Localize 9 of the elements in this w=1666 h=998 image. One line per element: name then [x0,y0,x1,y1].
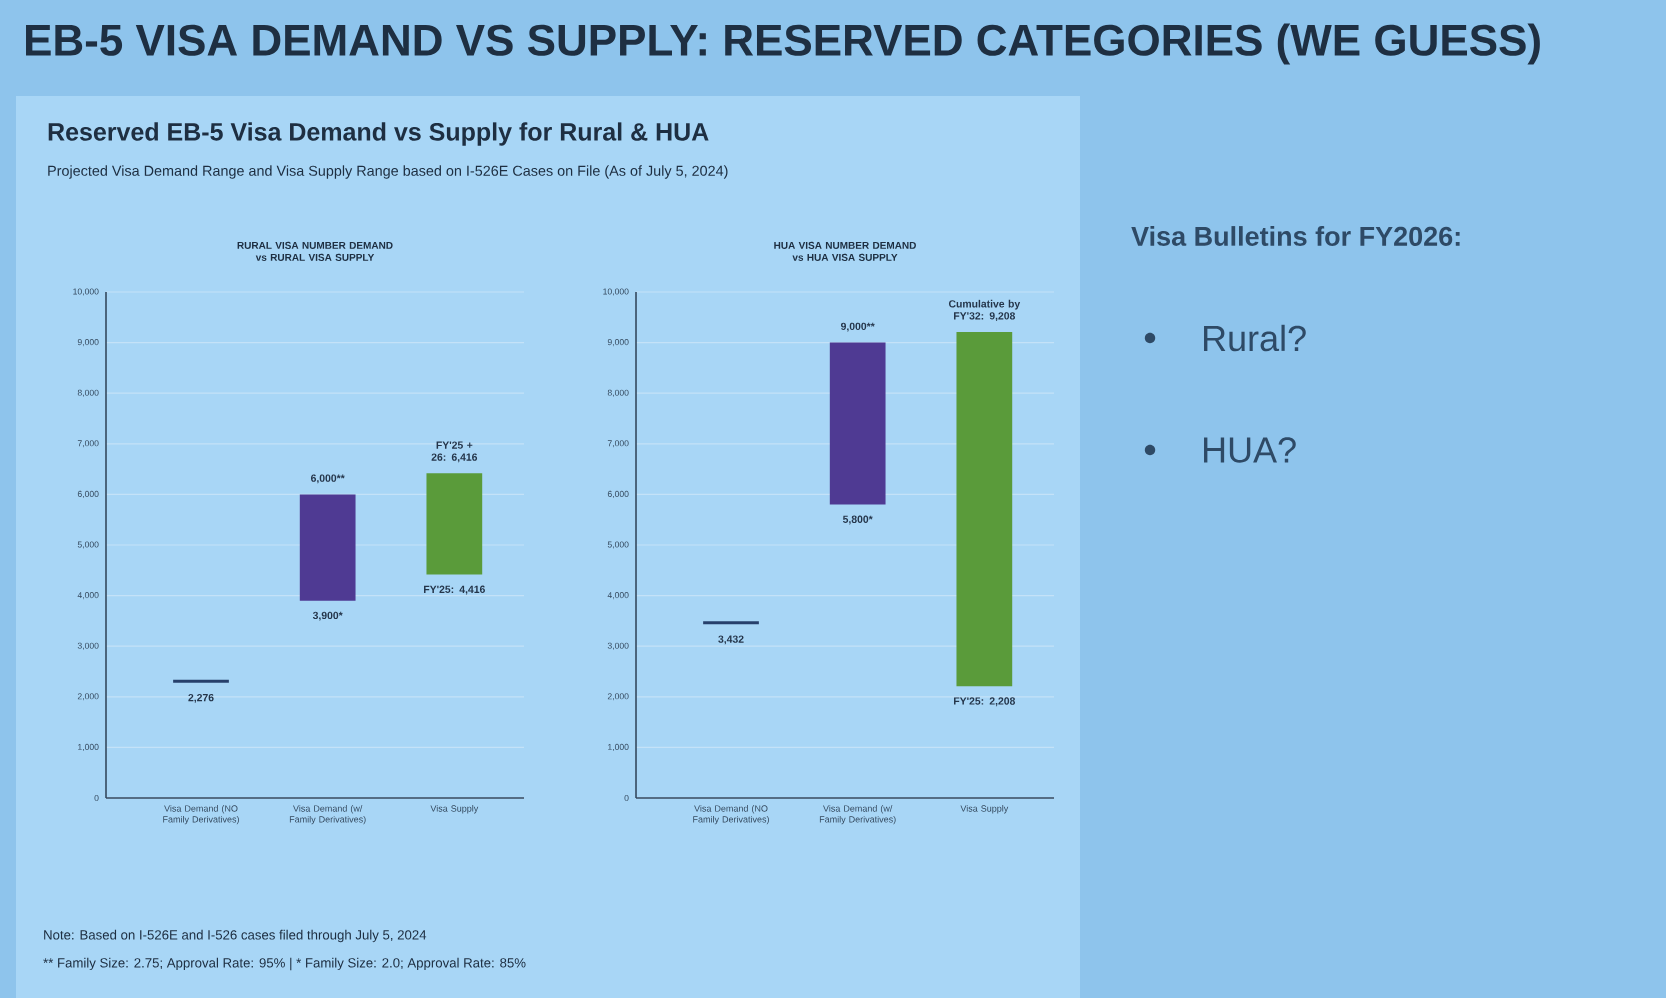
bar [829,342,886,505]
text: Reserved EB-5 Visa Demand vs Supply for Rural & HUA [48,122,709,146]
text: EB-5 VISA DEMAND VS SUPPLY: RESERVED CATEGORIES (WE GUESS) [26,23,1540,65]
text: Visa Bulletins for FY2026: [1131,226,1460,246]
text: Rural? [1204,324,1306,352]
bar [426,473,483,575]
bar [956,332,1013,687]
bar [299,494,356,601]
text: HUA? [1204,437,1296,463]
